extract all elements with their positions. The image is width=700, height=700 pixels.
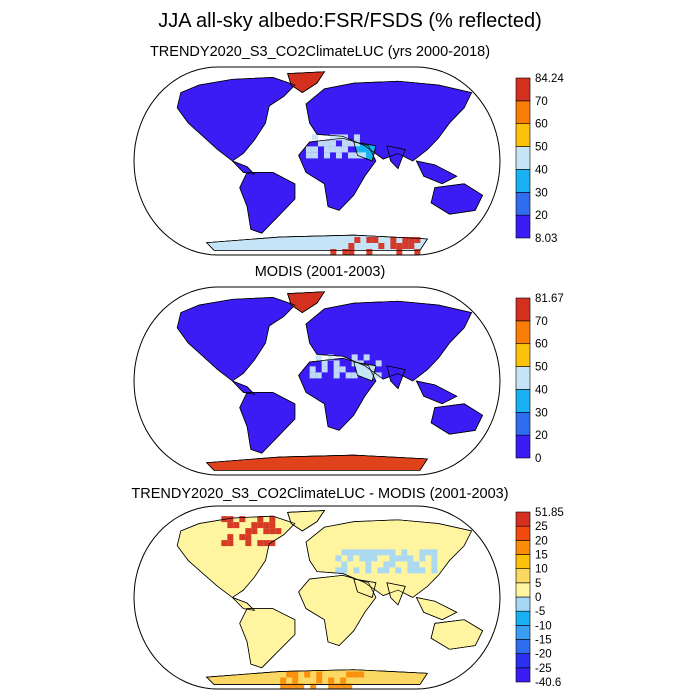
colorbar-2-label-5: 60 (535, 339, 548, 351)
map-panel-3 (133, 505, 501, 690)
colorbar-2-label-3: 40 (535, 384, 548, 396)
colorbar-2-swatch-4 (515, 343, 531, 367)
colorbar-3-swatch-7 (515, 568, 531, 584)
colorbar-3-label-11: 25 (535, 521, 548, 533)
colorbar-3-label-5: -5 (535, 606, 545, 618)
colorbar-3-swatch-3 (515, 625, 531, 640)
colorbar-1-label-3: 40 (535, 164, 548, 176)
colorbar-3-label-2: -20 (535, 649, 552, 661)
colorbar-2-label-7: 81.67 (535, 293, 564, 305)
colorbar-1-swatch-3 (515, 146, 531, 170)
colorbar-3-label-4: -10 (535, 620, 552, 632)
colorbar-panel-2: 0 20 30 40 50 60 70 81.67 (515, 293, 564, 465)
map-panel-1 (133, 66, 501, 256)
colorbar-1-label-2: 30 (535, 187, 548, 199)
colorbar-2-label-1: 20 (535, 430, 548, 442)
colorbar-1-swatch-1 (515, 191, 531, 216)
colorbar-3-swatch-10 (515, 525, 531, 541)
colorbar-2-swatch-0 (515, 434, 531, 459)
colorbar-3-swatch-2 (515, 639, 531, 654)
colorbar-2-swatch-5 (515, 320, 531, 345)
colorbar-1-label-4: 50 (535, 142, 548, 154)
colorbar-3-swatch-9 (515, 540, 531, 555)
colorbar-2-label-4: 50 (535, 362, 548, 374)
colorbar-panel-1: 8.03 20 30 40 50 60 70 84.24 (515, 73, 564, 245)
colorbar-1-label-1: 20 (535, 210, 548, 222)
colorbar-3-swatch-4 (515, 610, 531, 626)
colorbar-2-swatch-6 (515, 297, 531, 322)
colorbar-3-swatch-6 (515, 582, 531, 598)
colorbar-3-label-12: 51.85 (535, 507, 564, 519)
colorbar-1-label-6: 70 (535, 96, 548, 108)
colorbar-3-swatch-8 (515, 554, 531, 569)
colorbar-3-swatch-0 (515, 667, 531, 683)
colorbar-2-label-0: 0 (535, 453, 541, 465)
figure-title: JJA all-sky albedo:FSR/FSDS (% reflected… (158, 10, 542, 32)
colorbar-2-label-2: 30 (535, 407, 548, 419)
colorbar-1-label-7: 84.24 (535, 73, 564, 85)
colorbar-3-label-1: -25 (535, 663, 552, 675)
colorbar-1-swatch-5 (515, 100, 531, 125)
panel-1-title: TRENDY2020_S3_CO2ClimateLUC (yrs 2000-20… (149, 44, 491, 60)
panel-2-title: MODIS (2001-2003) (254, 264, 386, 280)
colorbar-1-swatch-4 (515, 123, 531, 147)
colorbar-3-label-3: -15 (535, 635, 552, 647)
colorbar-3-swatch-5 (515, 596, 531, 612)
colorbar-3-swatch-11 (515, 511, 531, 527)
map-panel-2 (133, 286, 501, 476)
colorbar-1-swatch-0 (515, 214, 531, 239)
colorbar-1-swatch-6 (515, 77, 531, 102)
colorbar-3-label-9: 15 (535, 550, 548, 562)
colorbar-3-swatch-1 (515, 653, 531, 669)
colorbar-3-label-8: 10 (535, 564, 548, 576)
colorbar-2-swatch-2 (515, 389, 531, 413)
colorbar-2-swatch-3 (515, 366, 531, 390)
colorbar-2-label-6: 70 (535, 316, 548, 328)
colorbar-panel-3: -40.6 -25 -20 -15 -10 -5 0 5 10 15 20 25 51.85 (515, 507, 564, 689)
colorbar-3-label-0: -40.6 (535, 677, 561, 689)
colorbar-1-label-5: 60 (535, 119, 548, 131)
colorbar-1-label-0: 8.03 (535, 233, 557, 245)
colorbar-3-label-7: 5 (535, 578, 541, 590)
colorbar-2-swatch-1 (515, 411, 531, 436)
colorbar-3-label-6: 0 (535, 592, 541, 604)
panel-3-title: TRENDY2020_S3_CO2ClimateLUC - MODIS (200… (131, 486, 509, 502)
colorbar-1-swatch-2 (515, 169, 531, 193)
colorbar-3-label-10: 20 (535, 535, 548, 547)
